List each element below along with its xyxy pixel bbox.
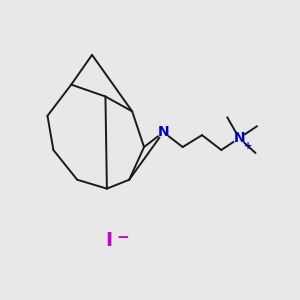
Circle shape <box>234 133 244 143</box>
Text: +: + <box>244 141 252 152</box>
Text: N: N <box>233 131 245 145</box>
Text: −: − <box>116 230 129 245</box>
Text: N: N <box>158 125 169 139</box>
Circle shape <box>158 127 169 137</box>
Text: I: I <box>105 231 112 250</box>
